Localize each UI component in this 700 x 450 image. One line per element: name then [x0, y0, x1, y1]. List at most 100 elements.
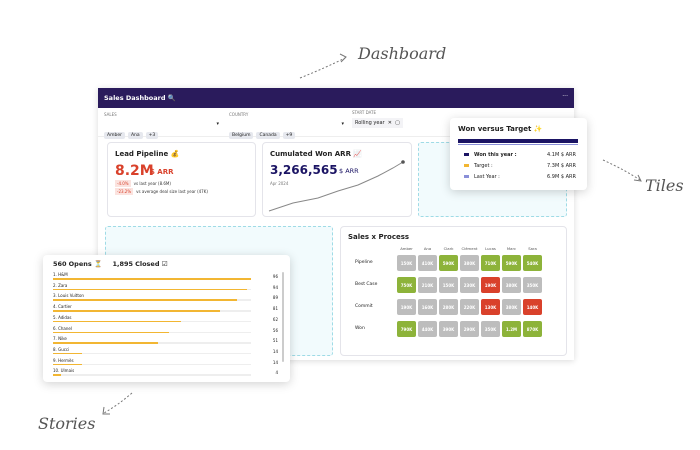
cell: 280K [439, 299, 458, 315]
column-label: Lucas [485, 246, 496, 251]
story-name: 4. Cartier [53, 304, 72, 310]
story-value: 94 [272, 284, 278, 290]
cell: 590K [502, 255, 521, 271]
cell: 380K [502, 277, 521, 293]
tile-title: Won versus Target ✨ [458, 125, 543, 133]
story-list: 1. H&M 96 2. Zara 94 3. Louis Vuitton 89 4. Ca… [53, 272, 284, 380]
filter[interactable]: COUNTRY Belgium Canada +9 ▾ [229, 112, 344, 140]
swatch [464, 164, 469, 167]
bar [53, 299, 237, 301]
cell: 130K [481, 299, 500, 315]
kpi-value: 8.2M [115, 163, 154, 179]
legend-value: 7.3M $ ARR [547, 163, 576, 169]
cumulated-tile: Cumulated Won ARR 📈 3,266,565 $ ARR Apr … [262, 142, 412, 217]
header-title: Sales Dashboard 🔍 [104, 94, 176, 102]
counts: 560 Opens ⏳ 1,895 Closed ☑ [53, 260, 168, 268]
dropdown: ▾ [216, 121, 219, 127]
chip: Belgium [229, 132, 254, 139]
chip: Amber [104, 132, 125, 139]
bar [53, 342, 159, 344]
kpi-value: 3,266,565 [270, 163, 338, 177]
column-label: Clark [443, 246, 454, 251]
cell: 790K [397, 321, 416, 337]
annotation: Stories [38, 414, 96, 433]
story-value: 51 [272, 338, 278, 344]
bar [53, 331, 169, 333]
tile-title: Lead Pipeline 💰 [115, 150, 180, 158]
bar [53, 352, 82, 355]
cell: 150K [397, 255, 416, 271]
bar [53, 374, 62, 376]
tile-title: Sales x Process [348, 233, 410, 241]
cell: 390K [439, 321, 458, 337]
cell: 710K [481, 255, 500, 271]
point [401, 160, 405, 164]
filter[interactable]: SALES Amber Ana +3 ▾ [104, 112, 219, 140]
story-name: 3. Louis Vuitton [53, 293, 84, 299]
arrow [103, 392, 133, 414]
story-name: 6. Chanel [53, 325, 72, 331]
chip: +9 [282, 132, 296, 139]
legend-value: 4.1M $ ARR [547, 152, 576, 158]
cell: 220K [460, 299, 479, 315]
bar [53, 363, 82, 366]
story-value: 81 [272, 306, 278, 312]
cell: 210K [418, 277, 437, 293]
legend-row: Won this year : 4.1M $ ARR [464, 152, 576, 163]
sparkline [268, 160, 405, 212]
story-value: 96 [272, 274, 278, 279]
arrow [633, 174, 642, 182]
count: 1,895 [112, 260, 134, 268]
chip: +3 [145, 132, 159, 139]
swatch [464, 175, 469, 178]
story-name: 7. Nike [53, 336, 67, 342]
scrollbar [282, 272, 284, 362]
story-value: 62 [272, 316, 278, 322]
row-label: Pipeline [355, 260, 373, 265]
cell: 290K [460, 321, 479, 337]
delta-text: vs last year (8.6M) [133, 181, 171, 186]
start-date[interactable]: START DATE Rolling year ✕ ▢ [352, 110, 403, 128]
cell: 150K [439, 277, 458, 293]
legend: Won this year : 4.1M $ ARR Target : 7.3M $ … [464, 152, 576, 185]
cell: 380K [460, 255, 479, 271]
delta-change: -4.0% [115, 180, 131, 187]
filters: SALES Amber Ana +3 ▾ COUNTRY Belgium Canada +9 ▾ [98, 110, 574, 140]
arrow [602, 159, 641, 181]
bar [53, 320, 181, 323]
track [53, 374, 251, 376]
tile-title: Cumulated Won ARR 📈 [270, 150, 363, 158]
bar [53, 310, 221, 312]
story-name: 5. Adidas [53, 314, 72, 320]
bar [53, 278, 251, 280]
track [53, 352, 251, 355]
swatch [464, 153, 469, 156]
progress [458, 139, 578, 143]
count-label: Opens ⏳ [68, 260, 103, 268]
story-name: 2. Zara [53, 282, 68, 288]
won-target-tile: Won versus Target ✨ Won this year : 4.1M … [450, 118, 587, 190]
column-label: Clément [461, 246, 478, 251]
kpi-date: Apr 2024 [270, 181, 289, 186]
column-label: Sara [528, 246, 537, 251]
chip: Ana [127, 132, 143, 139]
bar [53, 288, 247, 291]
row-label: Commit [355, 304, 373, 309]
menu[interactable]: ··· [562, 93, 568, 100]
filter-label: COUNTRY [229, 112, 249, 117]
cell: 410K [418, 255, 437, 271]
arrow [339, 53, 347, 63]
cell: 380K [502, 299, 521, 315]
deltas: -4.0% vs last year (8.6M) -23.2% vs average… [115, 180, 208, 197]
delta-change: -23.2% [115, 188, 134, 195]
stories-tile: 560 Opens ⏳ 1,895 Closed ☑ 1. H&M 96 2. Za… [43, 255, 290, 382]
delta: -4.0% vs last year (8.6M) [115, 180, 208, 187]
track [53, 363, 251, 366]
kpi-unit: $ ARR [339, 167, 359, 175]
kpi-unit: $ ARR [150, 168, 174, 176]
legend-row: Target : 7.3M $ ARR [464, 163, 576, 174]
legend-row: Last Year : 6.9M $ ARR [464, 174, 576, 185]
filter-value: Rolling year ✕ ▢ [352, 118, 403, 128]
filter-chips: Amber Ana +3 [104, 121, 219, 140]
